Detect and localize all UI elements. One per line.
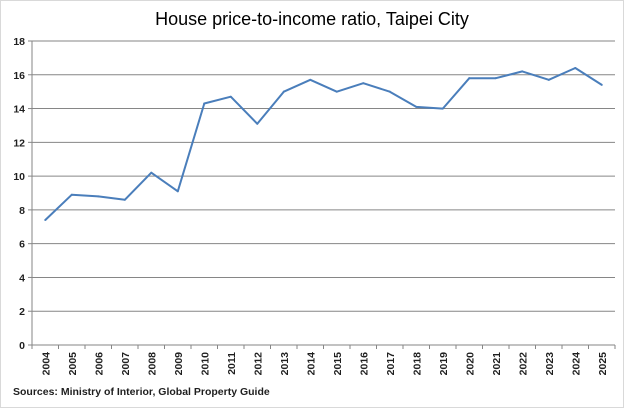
- y-tick-label: 10: [13, 171, 25, 183]
- x-axis-ticks: 2004 2005 2006 2007 2008 2009 2010 2011 2012 2013…: [40, 352, 609, 376]
- series-layer: [44, 67, 603, 222]
- data-point: [494, 77, 497, 80]
- data-point: [415, 105, 418, 108]
- source-note: Sources: Ministry of Interior, Global Pr…: [13, 386, 270, 398]
- y-tick-label: 16: [13, 70, 25, 82]
- chart-title: House price-to-income ratio, Taipei City: [155, 9, 469, 29]
- x-tick-label: 2011: [226, 352, 238, 375]
- y-tick-label: 2: [19, 306, 25, 318]
- x-tick-label: 2022: [517, 352, 529, 376]
- data-point: [574, 67, 577, 70]
- x-tick-label: 2017: [385, 352, 397, 376]
- y-tick-label: 12: [13, 137, 25, 149]
- x-tick-label: 2004: [40, 352, 52, 376]
- x-tick-label: 2020: [464, 352, 476, 376]
- data-point: [256, 122, 259, 125]
- x-tick-label: 2016: [358, 352, 370, 376]
- y-tick-label: 8: [19, 205, 25, 217]
- x-tick-label: 2013: [279, 352, 291, 376]
- x-tick-label: 2021: [491, 352, 503, 376]
- data-point: [70, 193, 73, 196]
- x-tick-label: 2012: [252, 352, 264, 376]
- x-tick-label: 2019: [438, 352, 450, 376]
- data-point: [229, 95, 232, 98]
- x-tick-label: 2015: [332, 352, 344, 376]
- x-tick-label: 2018: [411, 352, 423, 376]
- y-tick-label: 6: [19, 239, 25, 251]
- x-tick-label: 2024: [570, 352, 582, 376]
- data-point: [123, 198, 126, 201]
- x-tick-label: 2014: [305, 352, 317, 376]
- data-point: [468, 77, 471, 80]
- y-tick-label: 0: [19, 340, 25, 352]
- data-point: [441, 107, 444, 110]
- x-tick-label: 2006: [93, 352, 105, 376]
- gridlines: [32, 40, 615, 312]
- x-tick-label: 2008: [146, 352, 158, 376]
- data-point: [97, 195, 100, 198]
- y-tick-label: 18: [13, 36, 25, 48]
- data-point: [521, 70, 524, 73]
- data-point: [388, 90, 391, 93]
- x-tick-label: 2010: [199, 352, 211, 376]
- y-tick-label: 14: [13, 104, 25, 116]
- x-tick-label: 2005: [67, 352, 79, 376]
- data-point: [547, 78, 550, 81]
- x-tick-label: 2007: [120, 352, 132, 376]
- data-point: [44, 219, 47, 222]
- y-axis-ticks: 0 2 4 6 8 10 12 14 16 18: [13, 36, 25, 352]
- data-point: [282, 90, 285, 93]
- x-tick-label: 2009: [173, 352, 185, 376]
- data-point: [600, 83, 603, 86]
- data-point: [203, 102, 206, 105]
- data-point: [309, 78, 312, 81]
- axes: [28, 40, 616, 349]
- data-point: [150, 171, 153, 174]
- series-line-0: [44, 67, 603, 221]
- x-tick-label: 2025: [597, 352, 609, 376]
- data-point: [335, 90, 338, 93]
- data-point: [362, 82, 365, 85]
- y-tick-label: 4: [19, 272, 25, 284]
- x-tick-label: 2023: [544, 352, 556, 376]
- data-point: [176, 190, 179, 193]
